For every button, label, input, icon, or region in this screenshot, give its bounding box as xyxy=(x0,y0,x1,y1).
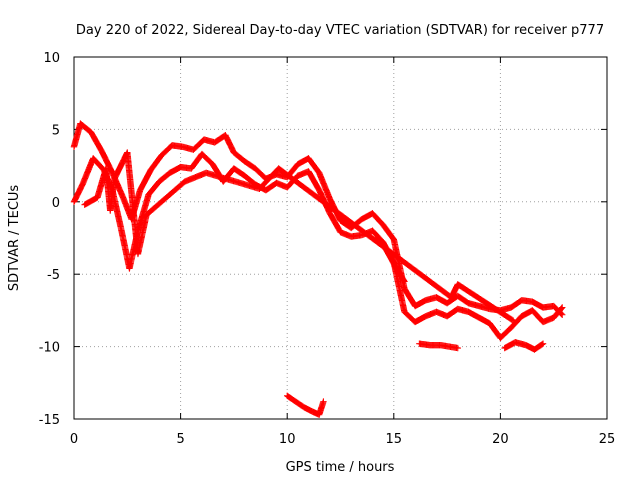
data-point xyxy=(241,158,258,171)
data-point xyxy=(158,142,175,159)
data-point xyxy=(87,129,105,154)
data-point xyxy=(315,169,333,201)
data-point xyxy=(315,399,327,418)
series-scattered-points xyxy=(81,149,517,324)
data-point xyxy=(401,285,418,309)
plot-area xyxy=(73,56,608,420)
x-tick-label: 10 xyxy=(279,432,296,447)
data-point xyxy=(486,320,503,341)
data-point xyxy=(497,325,514,342)
data-point xyxy=(134,212,150,258)
data-point xyxy=(79,156,96,188)
data-point xyxy=(70,182,86,205)
data-point xyxy=(539,340,547,347)
data-point xyxy=(411,297,428,310)
x-tick-label: 25 xyxy=(599,432,616,447)
series-fragment-d xyxy=(416,340,461,352)
y-tick-label: -10 xyxy=(39,341,60,356)
y-tick-label: 0 xyxy=(52,196,60,211)
series-track-a xyxy=(70,120,566,318)
data-point xyxy=(326,210,344,235)
data-point xyxy=(411,313,428,326)
data-point xyxy=(559,304,566,311)
data-points xyxy=(70,120,566,418)
data-point xyxy=(256,166,281,192)
data-point xyxy=(559,311,566,318)
data-point xyxy=(107,176,118,214)
data-point xyxy=(292,398,307,410)
data-point xyxy=(124,149,142,256)
y-tick-label: 10 xyxy=(43,51,60,66)
series-fragment-f xyxy=(284,392,327,418)
data-point xyxy=(401,278,408,285)
data-point xyxy=(388,256,401,274)
data-point xyxy=(507,297,524,311)
y-axis-label: SDTVAR / TECUs xyxy=(7,185,22,292)
data-point xyxy=(230,149,247,164)
data-point xyxy=(166,164,183,177)
data-point xyxy=(70,121,84,150)
y-tick-label: -5 xyxy=(47,268,60,283)
data-point xyxy=(98,147,116,175)
data-point xyxy=(305,155,322,176)
data-point xyxy=(501,339,518,352)
data-point xyxy=(89,155,107,173)
data-point xyxy=(465,308,482,321)
data-point xyxy=(230,165,247,179)
data-point xyxy=(529,307,546,325)
y-tick-label: -15 xyxy=(39,413,60,428)
y-tick-label: 5 xyxy=(52,123,60,138)
data-point xyxy=(379,221,397,242)
data-point xyxy=(394,268,408,284)
data-point xyxy=(320,398,327,405)
tick-labels: 0 5 10 15 20 25 -15 -10 -5 0 5 10 xyxy=(39,51,616,447)
data-point xyxy=(284,392,298,405)
data-point xyxy=(443,306,460,320)
data-point xyxy=(81,194,100,208)
data-point xyxy=(454,292,471,306)
data-point xyxy=(448,282,461,301)
data-point xyxy=(77,120,94,135)
data-point xyxy=(202,169,262,192)
data-point xyxy=(369,210,386,228)
data-point xyxy=(222,131,237,155)
data-point xyxy=(550,305,565,321)
data-point xyxy=(190,137,207,153)
series-fragment-e xyxy=(501,339,547,353)
data-point xyxy=(136,167,154,194)
data-point xyxy=(147,153,164,174)
x-axis-label: GPS time / hours xyxy=(286,460,395,475)
data-point xyxy=(454,281,516,324)
data-point xyxy=(262,180,279,194)
data-point xyxy=(145,179,162,198)
data-point xyxy=(305,168,322,193)
data-point xyxy=(241,172,258,187)
x-tick-label: 15 xyxy=(386,432,403,447)
data-point xyxy=(475,314,492,327)
axis-ticks xyxy=(73,56,608,420)
data-point xyxy=(188,151,205,172)
data-point xyxy=(531,341,546,353)
x-tick-label: 0 xyxy=(70,432,78,447)
data-point xyxy=(275,165,454,300)
data-point xyxy=(529,298,546,311)
data-point xyxy=(337,217,354,231)
data-point xyxy=(509,317,517,324)
x-tick-label: 20 xyxy=(492,432,509,447)
chart-title: Day 220 of 2022, Sidereal Day-to-day VTE… xyxy=(76,23,604,38)
data-point xyxy=(198,150,215,167)
data-point xyxy=(181,170,209,185)
data-point xyxy=(507,313,525,331)
data-point xyxy=(401,308,418,325)
data-point xyxy=(454,344,461,352)
data-point xyxy=(156,170,173,185)
x-tick-label: 5 xyxy=(176,432,184,447)
grid xyxy=(74,57,607,419)
data-point xyxy=(252,165,269,181)
data-point xyxy=(143,179,188,219)
